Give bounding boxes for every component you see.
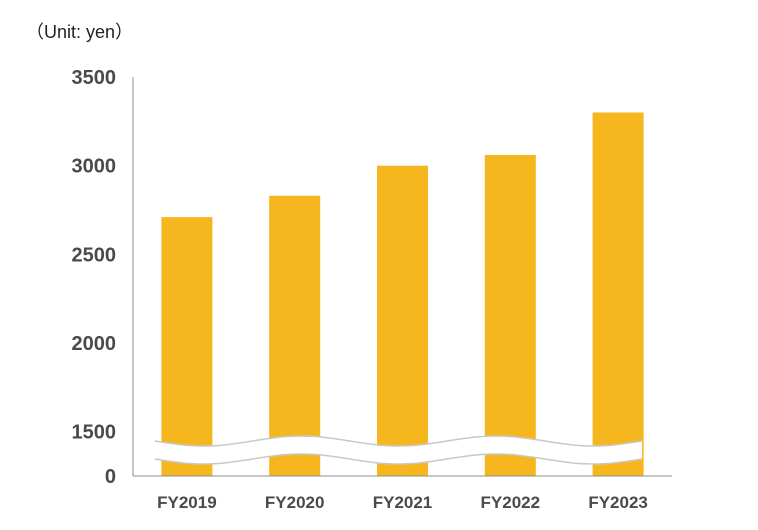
bar-fy2023 xyxy=(592,112,644,476)
y-axis: 0 1500 2000 2500 3000 3500 xyxy=(72,67,134,488)
y-tick-label-2500: 2500 xyxy=(72,244,117,266)
axis-break-group xyxy=(154,435,643,465)
unit-label: （Unit: yen） xyxy=(26,22,134,42)
x-tick-label-fy2023: FY2023 xyxy=(588,493,648,512)
axis-break-line-upper xyxy=(154,435,643,447)
x-tick-label-fy2020: FY2020 xyxy=(265,493,325,512)
y-tick-label-3000: 3000 xyxy=(72,156,117,178)
axis-break-band xyxy=(155,436,642,464)
bar-fy2022 xyxy=(484,155,536,476)
bar-fy2021 xyxy=(377,165,428,476)
x-tick-label-fy2022: FY2022 xyxy=(481,493,541,512)
x-tick-label-fy2019: FY2019 xyxy=(157,493,217,512)
axis-break-line-lower xyxy=(154,453,643,465)
y-tick-label-1500: 1500 xyxy=(72,422,117,444)
x-axis: FY2019 FY2020 FY2021 FY2022 FY2023 xyxy=(133,475,672,512)
y-tick-label-3500: 3500 xyxy=(72,67,117,89)
bars-group xyxy=(161,112,644,477)
x-tick-label-fy2021: FY2021 xyxy=(373,493,433,512)
y-tick-label-0: 0 xyxy=(105,466,116,488)
y-tick-label-2000: 2000 xyxy=(72,333,117,355)
bar-fy2019 xyxy=(161,217,213,476)
bar-fy2020 xyxy=(269,195,321,477)
